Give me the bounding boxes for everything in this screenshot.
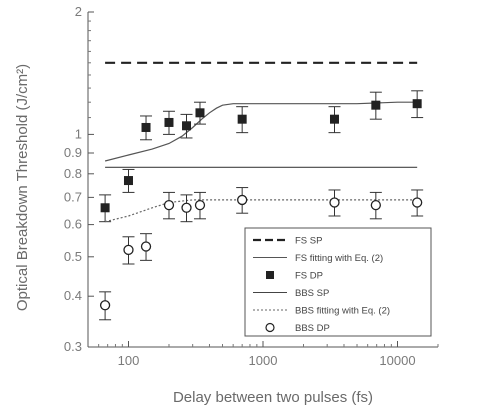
data-point <box>195 108 205 118</box>
legend-label: BBS DP <box>295 323 330 334</box>
legend-label: FS SP <box>295 236 322 247</box>
x-axis-ticks: 100 1000 10000 <box>98 341 439 368</box>
data-point <box>194 199 206 211</box>
x-tick-label: 100 <box>118 353 140 368</box>
y-tick-label: 1 <box>75 126 82 141</box>
series-line <box>104 101 418 162</box>
legend: FS SP FS fitting with Eq. (2) FS DP BBS SP B… <box>244 227 432 337</box>
series-1 <box>104 101 418 162</box>
data-point <box>329 197 340 208</box>
legend-label: FS fitting with Eq. (2) <box>295 253 383 264</box>
data-point <box>370 199 381 211</box>
legend-swatch <box>266 271 274 279</box>
data-point <box>100 203 110 213</box>
y-tick-label: 0.6 <box>64 217 82 232</box>
data-point <box>237 114 247 124</box>
y-axis-title: Optical Breakdown Threshold (J/cm²) <box>14 64 31 311</box>
series-4 <box>104 199 418 223</box>
legend-label: BBS fitting with Eq. (2) <box>295 306 390 317</box>
x-tick-label: 1000 <box>249 353 278 368</box>
y-tick-label: 0.5 <box>64 249 82 264</box>
data-point <box>99 300 111 311</box>
data-point <box>163 199 175 211</box>
y-tick-label: 0.7 <box>64 189 82 204</box>
y-tick-label: 0.9 <box>64 145 82 160</box>
legend-box <box>244 227 432 337</box>
y-tick-label: 2 <box>75 4 82 19</box>
data-point <box>371 100 381 110</box>
data-point <box>182 121 192 131</box>
y-tick-label: 0.4 <box>64 288 82 303</box>
data-point <box>123 244 134 256</box>
x-tick-label: 10000 <box>379 353 415 368</box>
data-point <box>412 99 422 109</box>
data-point <box>140 241 152 252</box>
y-axis-ticks: 0.3 0.4 0.5 0.6 0.7 0.8 0.9 1 2 <box>64 4 94 354</box>
y-tick-label: 0.8 <box>64 166 82 181</box>
x-axis-title: Delay between two pulses (fs) <box>173 389 373 406</box>
data-point <box>237 194 248 206</box>
data-point <box>141 122 151 132</box>
series-layer <box>99 61 424 321</box>
data-point <box>123 176 133 186</box>
legend-label: FS DP <box>295 271 323 282</box>
series-5 <box>99 187 424 321</box>
data-point <box>164 117 174 127</box>
series-line <box>104 199 418 223</box>
data-point <box>412 197 423 208</box>
data-point <box>181 202 192 213</box>
series-2 <box>99 90 424 223</box>
data-point <box>329 114 339 124</box>
legend-swatch <box>265 322 275 333</box>
legend-label: BBS SP <box>295 288 329 299</box>
y-tick-label: 0.3 <box>64 339 82 354</box>
